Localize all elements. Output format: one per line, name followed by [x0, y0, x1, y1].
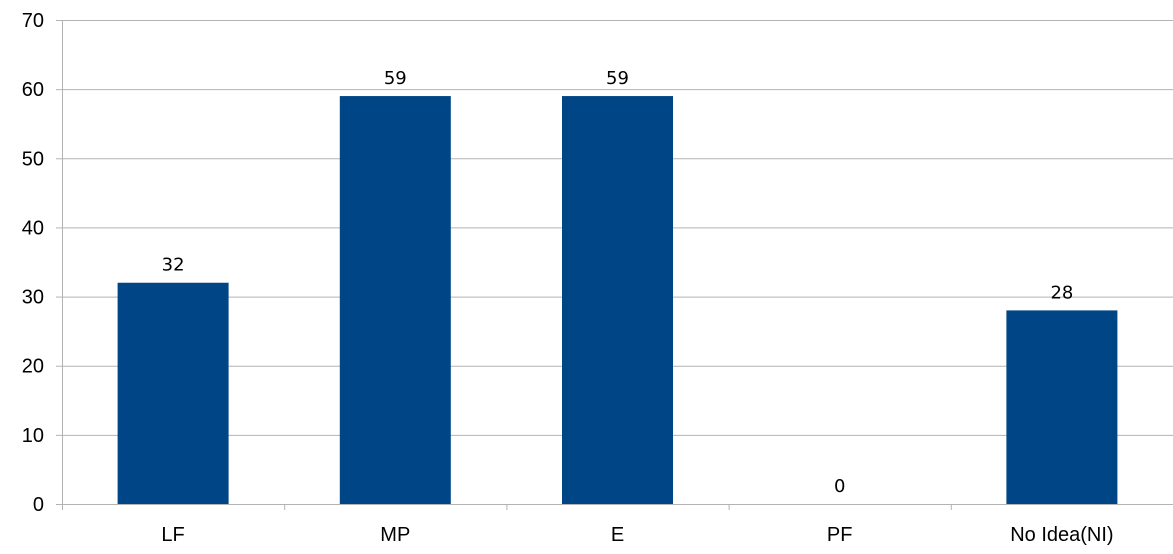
x-tick-label: PF [827, 524, 853, 546]
y-tick-label: 50 [22, 148, 44, 170]
x-tick-label: E [611, 524, 624, 546]
y-tick-label: 0 [33, 494, 44, 516]
data-label: 0 [834, 476, 845, 497]
bar [562, 96, 673, 505]
y-tick-label: 40 [22, 217, 44, 239]
axes [56, 20, 1173, 510]
y-tick-label: 20 [22, 356, 44, 378]
data-label: 32 [162, 255, 185, 276]
y-tick-labels: 0 10 20 30 40 50 60 70 [22, 10, 44, 516]
x-tick-labels: LF MP E PF No Idea(NI) [161, 524, 1113, 546]
data-label: 28 [1050, 282, 1073, 303]
bars [117, 96, 1118, 505]
x-tick-label: MP [380, 524, 410, 546]
x-tick-label: No Idea(NI) [1010, 524, 1113, 546]
data-label: 59 [606, 68, 629, 89]
bar [1006, 310, 1118, 504]
bar [117, 282, 229, 504]
x-tick-label: LF [161, 524, 184, 546]
y-tick-label: 10 [22, 425, 44, 447]
y-tick-label: 70 [22, 10, 44, 32]
data-labels: 32 59 59 0 28 [162, 68, 1074, 497]
bar [339, 96, 451, 505]
y-tick-label: 30 [22, 287, 44, 309]
data-label: 59 [384, 68, 407, 89]
y-tick-label: 60 [22, 79, 44, 101]
